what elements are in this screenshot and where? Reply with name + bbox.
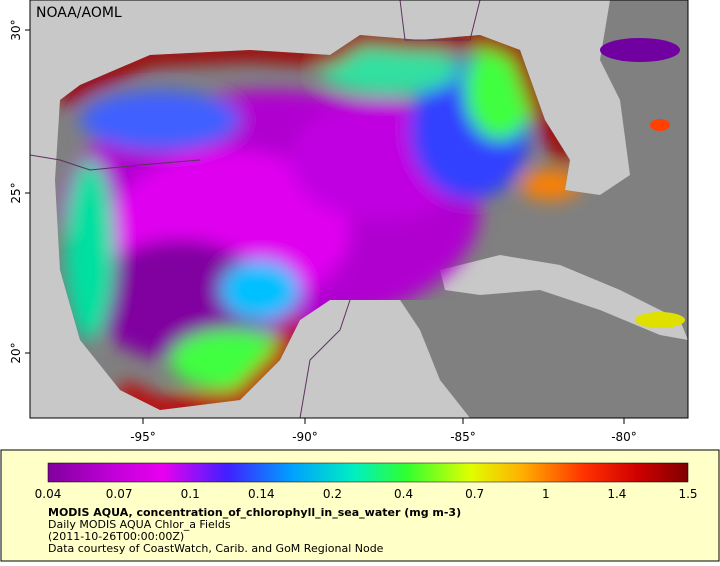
patch xyxy=(635,312,685,328)
lat-label: 30° xyxy=(9,19,23,40)
colorbar-tick: 0.4 xyxy=(394,487,413,501)
lon-label: -95° xyxy=(130,430,156,444)
lon-label: -85° xyxy=(450,430,476,444)
cuba xyxy=(440,255,688,340)
patch xyxy=(650,119,670,131)
credit: NOAA/AOML xyxy=(36,5,122,21)
colorbar-tick: 0.2 xyxy=(323,487,342,501)
colorbar-tick: 1.4 xyxy=(607,487,626,501)
colorbar-title: MODIS AQUA, concentration_of_chlorophyll… xyxy=(48,506,461,519)
colorbar-tick: 0.14 xyxy=(248,487,275,501)
lat-label: 25° xyxy=(9,182,23,203)
map: NOAA/AOML xyxy=(29,0,689,419)
border xyxy=(399,0,481,41)
chlorophyll xyxy=(55,35,580,410)
lon-label: -80° xyxy=(611,430,637,444)
map-frame xyxy=(29,0,689,419)
colorbar xyxy=(47,462,689,483)
colorbar-tick: 0.07 xyxy=(106,487,133,501)
caption-line: Data courtesy of CoastWatch, Carib. and … xyxy=(48,542,384,555)
colorbar-tick: 1 xyxy=(542,487,550,501)
lon-label: -90° xyxy=(292,430,318,444)
colorbar-tick: 0.04 xyxy=(35,487,62,501)
border xyxy=(29,154,201,171)
colorbar-tick: 0.1 xyxy=(181,487,200,501)
caption-line: (2011-10-26T00:00:00Z) xyxy=(48,530,184,543)
patch xyxy=(600,38,680,62)
caption-line: Daily MODIS AQUA Chlor_a Fields xyxy=(48,518,231,531)
colorbar-tick: 0.7 xyxy=(465,487,484,501)
border xyxy=(299,299,351,419)
colorbar-tick: 1.5 xyxy=(678,487,697,501)
lat-label: 20° xyxy=(9,342,23,363)
